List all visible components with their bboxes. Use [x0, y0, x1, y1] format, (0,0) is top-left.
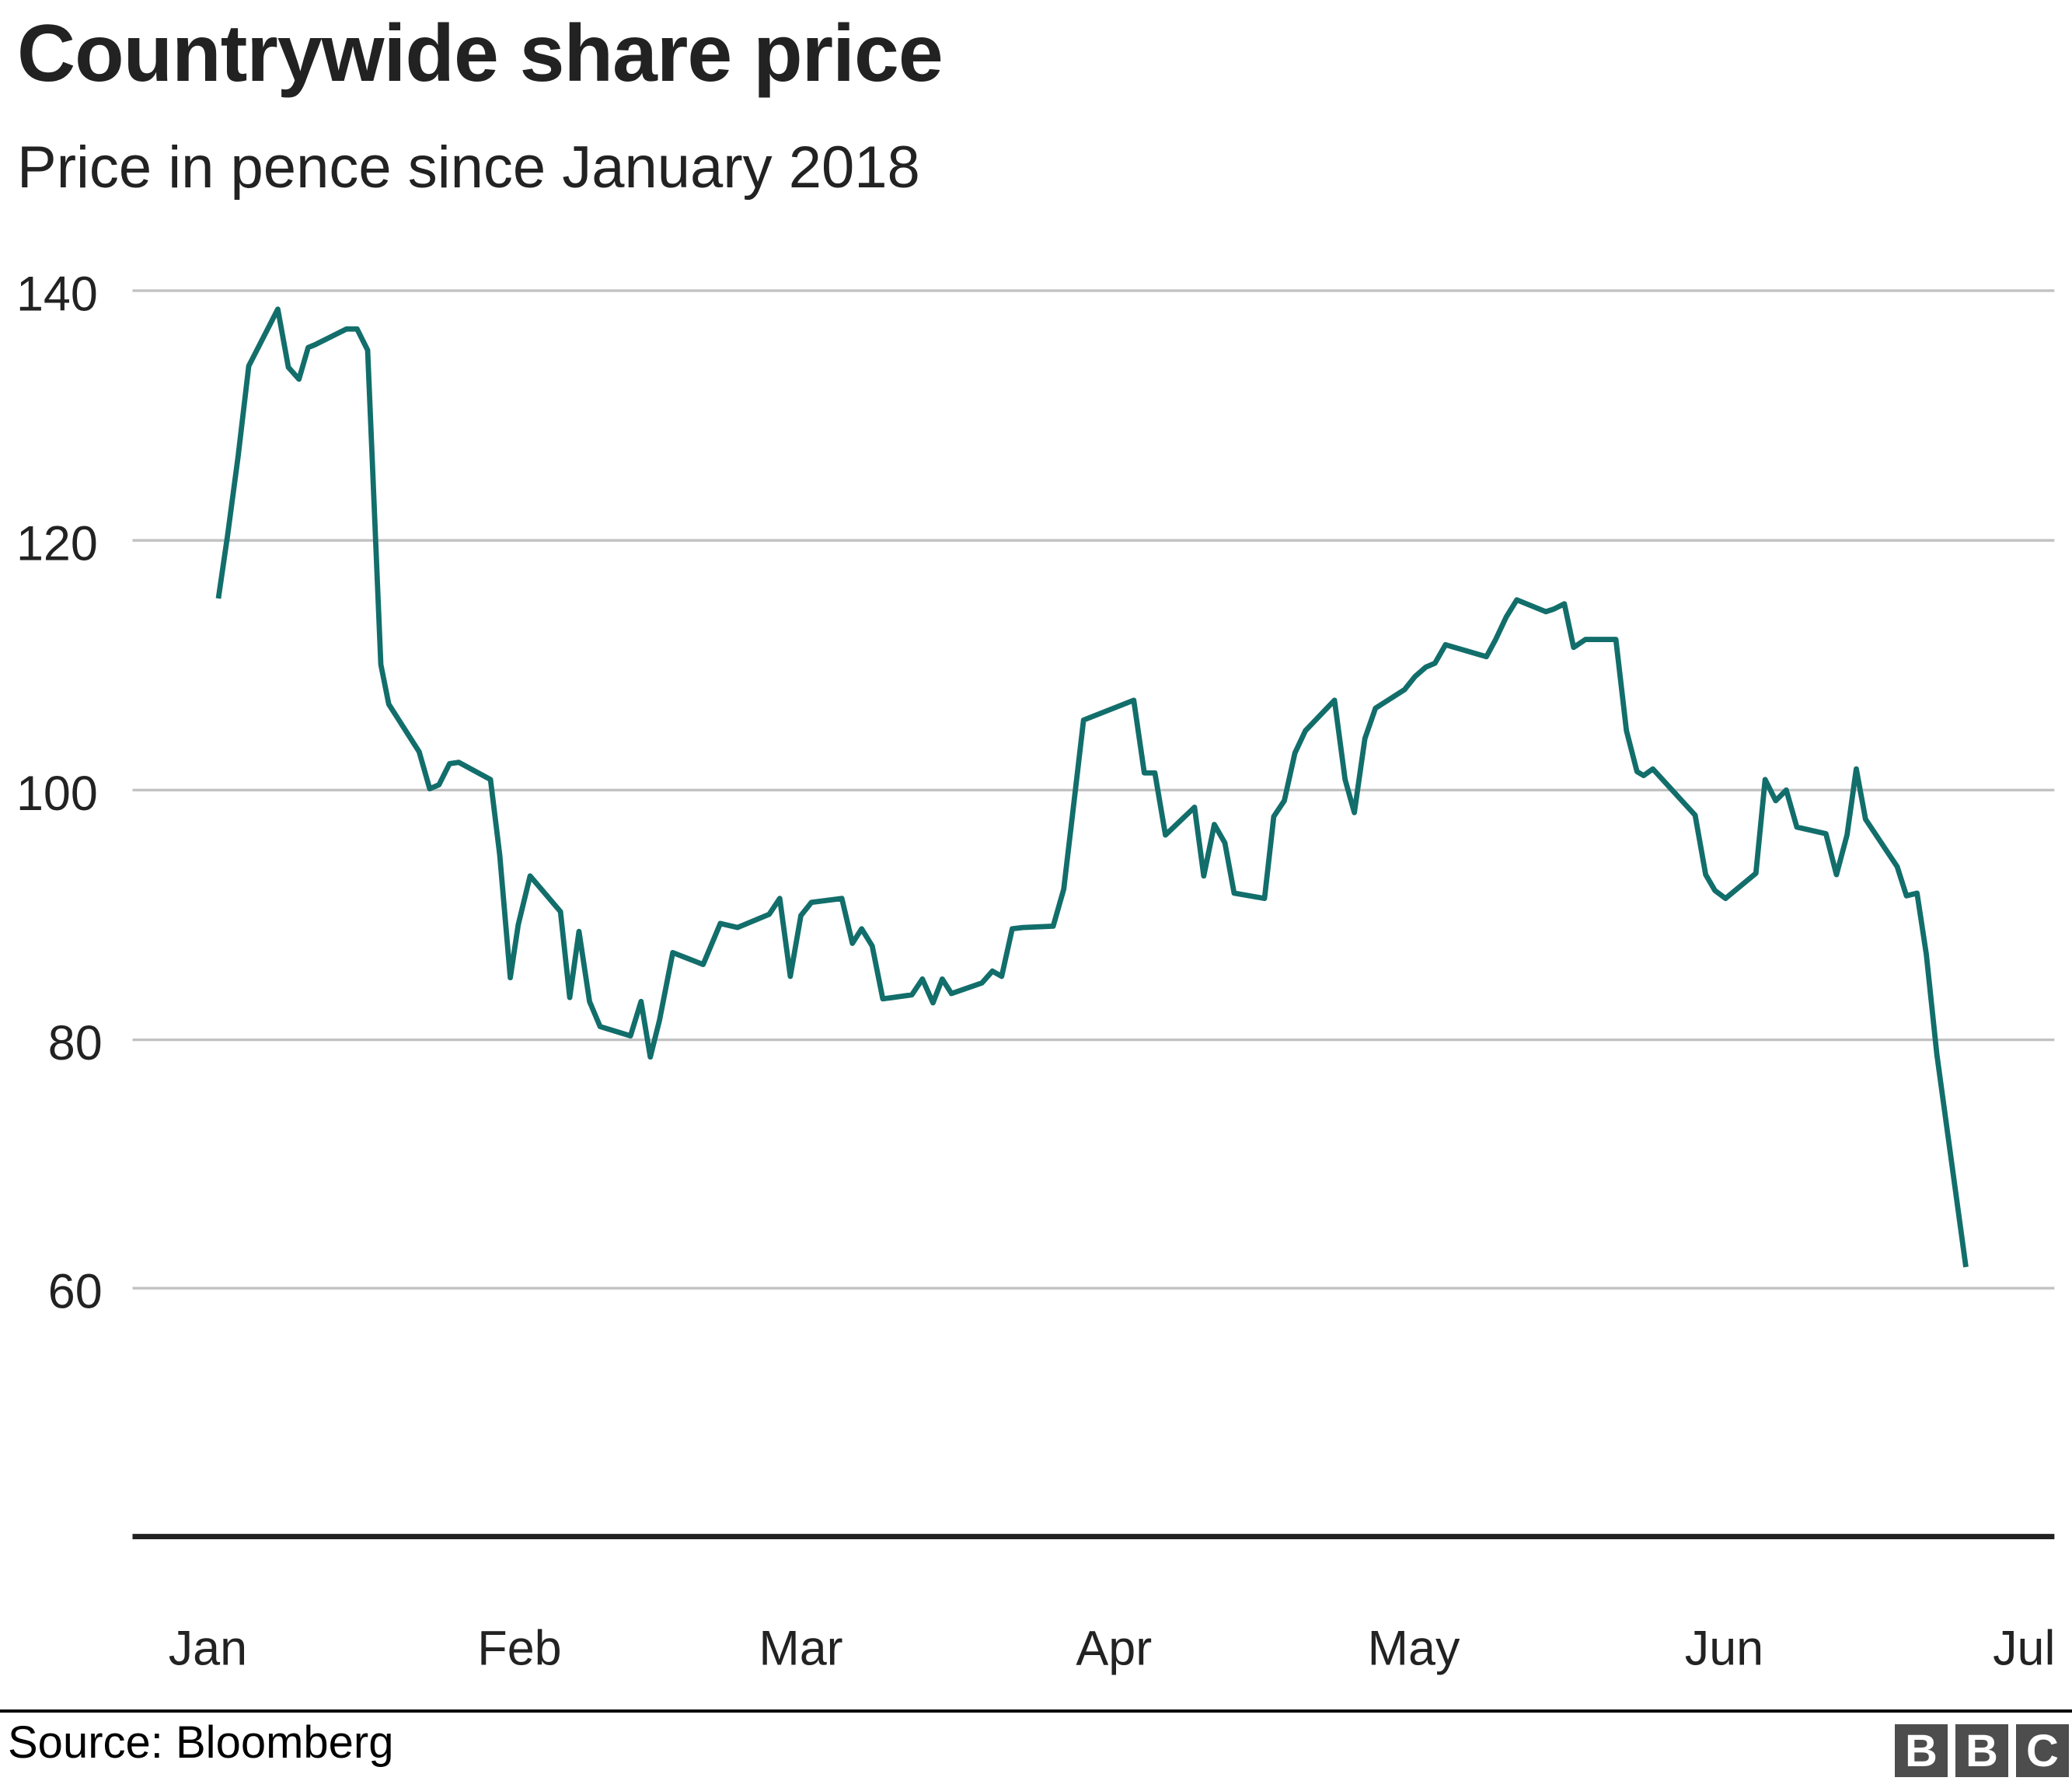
- share-price-line: [215, 306, 1969, 1268]
- x-tick-label: May: [1368, 1621, 1460, 1675]
- x-tick-label: Feb: [477, 1621, 561, 1675]
- bbc-logo: B B C: [1895, 1724, 2069, 1777]
- y-tick-label: 140: [16, 267, 98, 321]
- footer-divider: [0, 1709, 2072, 1713]
- chart-title: Countrywide share price: [17, 9, 944, 99]
- bbc-logo-letter: B: [1955, 1724, 2008, 1777]
- x-tick-label: Apr: [1076, 1621, 1152, 1675]
- x-tick-label: Jul: [1993, 1621, 2055, 1675]
- x-tick-label: Jun: [1685, 1621, 1763, 1675]
- bbc-logo-letter: C: [2016, 1724, 2069, 1777]
- chart-subtitle: Price in pence since January 2018: [17, 134, 920, 201]
- y-tick-label: 100: [16, 767, 98, 821]
- bbc-logo-letter: B: [1895, 1724, 1948, 1777]
- y-axis-labels: 140 120 100 80 60: [16, 267, 103, 1318]
- x-tick-label: Jan: [169, 1621, 247, 1675]
- y-tick-label: 60: [48, 1265, 103, 1319]
- y-tick-label: 120: [16, 517, 98, 571]
- y-tick-label: 80: [48, 1016, 103, 1070]
- source-note: Source: Bloomberg: [8, 1717, 394, 1768]
- x-tick-label: Mar: [759, 1621, 842, 1675]
- gridlines: [132, 289, 2055, 1290]
- x-axis-labels: Jan Feb Mar Apr May Jun Jul: [169, 1621, 2056, 1675]
